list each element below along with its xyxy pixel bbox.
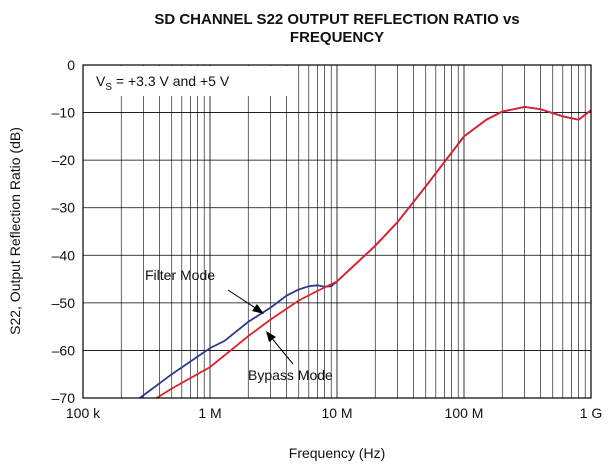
y-tick-label: 0	[67, 57, 75, 73]
grid	[82, 64, 592, 399]
y-tick-label: –20	[52, 152, 76, 168]
y-tick-label: –50	[52, 295, 76, 311]
x-tick-label: 1 M	[198, 405, 221, 421]
x-tick-label: 10 M	[321, 405, 352, 421]
y-tick-label: –60	[52, 342, 76, 358]
annotation-part: V	[96, 73, 106, 89]
arrow-head	[252, 304, 264, 314]
arrow	[269, 335, 294, 365]
annotation-part: = +3.3 V and +5 V	[112, 73, 230, 89]
x-axis-label: Frequency (Hz)	[289, 445, 385, 461]
annotation-part: S	[105, 82, 112, 93]
y-tick-label: –40	[52, 247, 76, 263]
annotation: VS = +3.3 V and +5 V	[96, 73, 230, 93]
series-label: Filter Mode	[145, 267, 215, 283]
arrow-head	[266, 331, 276, 342]
x-tick-label: 100 M	[445, 405, 484, 421]
lines	[139, 105, 592, 399]
series-line	[139, 105, 592, 399]
y-axis-label: S22, Output Reflection Ratio (dB)	[7, 127, 23, 335]
x-tick-label: 1 G	[580, 405, 603, 421]
x-tick-label: 100 k	[66, 405, 101, 421]
y-tick-label: –70	[52, 390, 76, 406]
series-label: Bypass Mode	[248, 367, 333, 383]
plot-frame	[82, 64, 592, 399]
y-tick-label: –10	[52, 105, 76, 121]
annotation-box	[84, 66, 292, 96]
series-line	[156, 105, 592, 399]
chart-title: FREQUENCY	[290, 29, 384, 46]
y-tick-label: –30	[52, 200, 76, 216]
chart-title: SD CHANNEL S22 OUTPUT REFLECTION RATIO v…	[154, 11, 519, 28]
